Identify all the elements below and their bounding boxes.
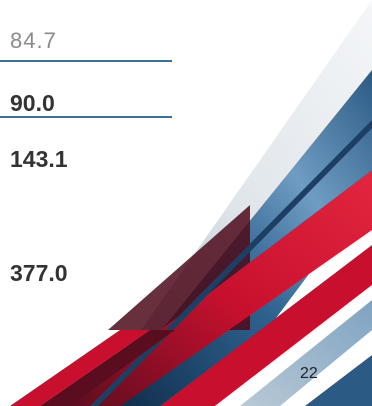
value-item-3: 143.1 <box>10 146 68 172</box>
stripe-red-left <box>10 330 150 406</box>
stripe-white <box>215 285 372 406</box>
stripe-dark-blue-lower <box>305 355 372 406</box>
stripe-red-2 <box>160 245 372 406</box>
stripe-dark-left <box>40 330 175 406</box>
divider-2 <box>0 116 172 118</box>
value-item-2: 90.0 <box>10 90 55 116</box>
value-item-4: 377.0 <box>10 260 68 286</box>
page-number: 22 <box>300 365 318 382</box>
divider-1 <box>0 60 172 62</box>
stripe-light-blue <box>240 300 372 406</box>
value-item-1: 84.7 <box>10 28 57 53</box>
